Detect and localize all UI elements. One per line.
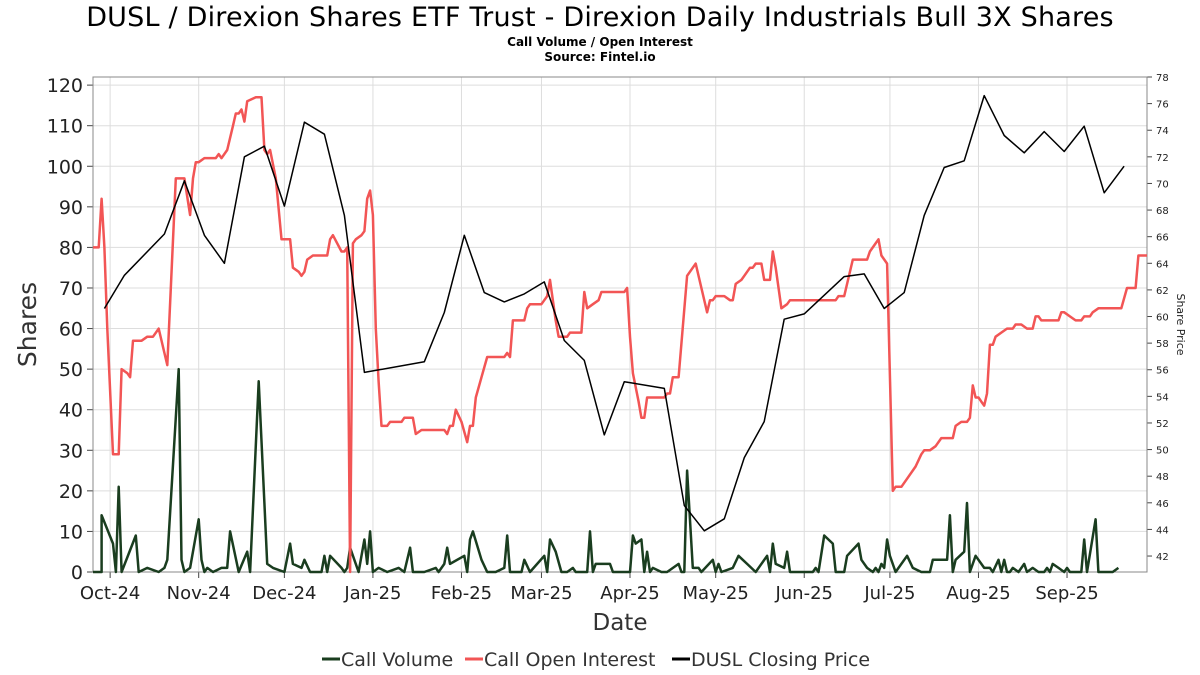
axes: 0 10 20 30 40 50 60 70 80 90 100 110 120 Oct-24 Nov-24… <box>13 73 1187 636</box>
y2-tick-label: 66 <box>1156 233 1169 244</box>
x-tick-label: May-25 <box>683 583 749 604</box>
y2-tick-label: 72 <box>1156 153 1169 164</box>
y-tick-label: 100 <box>47 156 83 178</box>
y-tick-label: 70 <box>59 278 83 300</box>
y2-tick-label: 64 <box>1156 259 1169 270</box>
plot-area <box>93 94 1147 574</box>
x-tick-label: Dec-24 <box>252 583 316 604</box>
legend-label-dusl-closing-price: DUSL Closing Price <box>691 649 870 671</box>
series-dusl-closing-price <box>103 94 1125 532</box>
x-tick-label: Apr-25 <box>600 583 659 604</box>
plot-frame <box>92 76 1148 573</box>
y2-tick-label: 76 <box>1156 100 1169 111</box>
y2-tick-label: 46 <box>1156 499 1169 510</box>
y-axis-label: Shares <box>13 282 42 367</box>
y2-tick-label: 48 <box>1156 472 1169 483</box>
subtitle-line-1: Call Volume / Open Interest <box>507 35 693 49</box>
x-tick-label: Mar-25 <box>510 583 572 604</box>
y2-tick-label: 74 <box>1156 126 1169 137</box>
y2-axis-label: Share Price <box>1174 293 1187 355</box>
y-tick-label: 90 <box>59 197 83 219</box>
x-axis-label: Date <box>593 610 648 636</box>
y2-tick-label: 78 <box>1156 73 1169 84</box>
series-call-volume <box>93 367 1120 574</box>
y2-tick-label: 62 <box>1156 286 1169 297</box>
y2-tick-label: 68 <box>1156 206 1169 217</box>
x-tick-label: Jan-25 <box>343 583 401 604</box>
x-tick-label: Jun-25 <box>774 583 833 604</box>
y-tick-label: 80 <box>59 237 83 259</box>
grid-lines <box>93 77 1147 573</box>
legend-label-call-open-interest: Call Open Interest <box>484 649 656 671</box>
y-tick-label: 30 <box>59 440 83 462</box>
x-tick-label: Jul-25 <box>863 583 915 604</box>
y-tick-label: 120 <box>47 75 83 97</box>
y-tick-label: 110 <box>47 116 83 138</box>
y-tick-label: 40 <box>59 400 83 422</box>
y2-tick-label: 54 <box>1156 392 1169 403</box>
y2-tick-label: 58 <box>1156 339 1169 350</box>
y-tick-label: 20 <box>59 481 83 503</box>
y2-tick-label: 52 <box>1156 419 1169 430</box>
subtitle-line-2: Source: Fintel.io <box>544 50 656 64</box>
y2-tick-label: 50 <box>1156 446 1169 457</box>
x-tick-label: Oct-24 <box>80 583 141 604</box>
y-tick-label: 0 <box>71 562 83 584</box>
y2-tick-label: 42 <box>1156 552 1169 563</box>
y2-tick-label: 70 <box>1156 179 1169 190</box>
y-tick-label: 60 <box>59 319 83 341</box>
chart-title: DUSL / Direxion Shares ETF Trust - Direx… <box>86 2 1114 33</box>
legend-label-call-volume: Call Volume <box>341 649 453 671</box>
y-tick-label: 10 <box>59 521 83 543</box>
x-tick-label: Feb-25 <box>431 583 492 604</box>
y2-tick-label: 56 <box>1156 366 1169 377</box>
x-tick-label: Aug-25 <box>946 583 1011 604</box>
series-call-open-interest <box>93 96 1147 574</box>
x-tick-label: Nov-24 <box>167 583 231 604</box>
legend: Call Volume Call Open Interest DUSL Closin… <box>322 649 870 671</box>
x-tick-label: Sep-25 <box>1035 583 1098 604</box>
chart-subtitle: Call Volume / Open Interest Source: Fint… <box>0 35 1200 65</box>
y-tick-label: 50 <box>59 359 83 381</box>
y2-tick-label: 44 <box>1156 525 1169 536</box>
y2-tick-label: 60 <box>1156 313 1169 324</box>
